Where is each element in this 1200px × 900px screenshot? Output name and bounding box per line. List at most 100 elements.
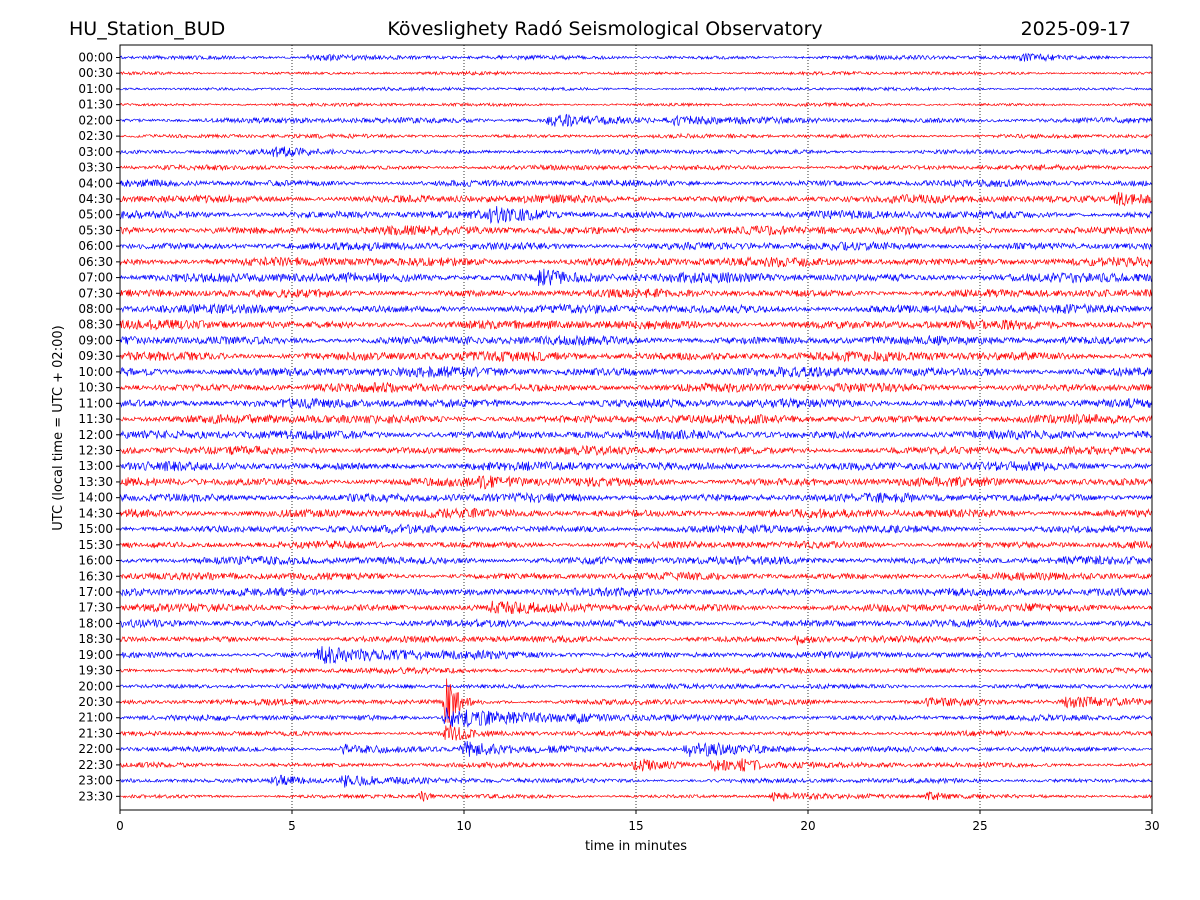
trace-row-2030 (119, 678, 1153, 723)
x-tick-label: 10 (456, 819, 471, 833)
trace-row-1030 (119, 381, 1153, 394)
x-axis-label: time in minutes (585, 839, 687, 854)
y-tick-label: 11:00 (78, 396, 113, 410)
trace-row-0700 (119, 268, 1153, 287)
trace-row-1830 (119, 634, 1153, 646)
y-tick-label: 20:30 (78, 695, 113, 709)
y-tick-label: 16:00 (78, 554, 113, 568)
trace-row-1700 (119, 586, 1153, 598)
y-tick-label: 14:30 (78, 506, 113, 520)
y-tick-label: 09:30 (78, 349, 113, 363)
trace-row-0030 (119, 70, 1153, 77)
trace-row-1200 (119, 428, 1153, 441)
y-tick-label: 00:30 (78, 66, 113, 80)
y-tick-label: 23:30 (78, 789, 113, 803)
y-tick-label: 18:30 (78, 632, 113, 646)
y-tick-label: 15:00 (78, 522, 113, 536)
y-tick-label: 04:00 (78, 176, 113, 190)
trace-row-2300 (119, 774, 1153, 788)
trace-row-0230 (119, 132, 1153, 140)
trace-row-0200 (119, 113, 1153, 128)
station-name: HU_Station_BUD (69, 18, 225, 40)
chart-date: 2025-09-17 (1021, 18, 1131, 40)
trace-row-0000 (119, 52, 1153, 63)
trace-row-1300 (119, 460, 1153, 472)
y-tick-label: 05:30 (78, 223, 113, 237)
trace-row-1130 (119, 413, 1153, 426)
x-tick-label: 0 (116, 819, 124, 833)
trace-row-1930 (119, 666, 1153, 675)
trace-row-2100 (119, 707, 1153, 728)
trace-row-0600 (119, 240, 1153, 252)
trace-row-0900 (119, 334, 1153, 347)
trace-row-2130 (119, 724, 1153, 741)
trace-row-0630 (119, 256, 1153, 268)
trace-row-0400 (119, 178, 1153, 188)
y-tick-label: 10:30 (78, 381, 113, 395)
y-tick-label: 08:30 (78, 318, 113, 332)
y-tick-label: 04:30 (78, 192, 113, 206)
y-tick-label: 07:30 (78, 286, 113, 300)
y-tick-label: 05:00 (78, 208, 113, 222)
trace-row-1500 (119, 523, 1152, 535)
trace-row-0330 (119, 163, 1153, 172)
trace-row-1530 (119, 540, 1153, 550)
trace-row-1330 (119, 475, 1153, 490)
y-tick-label: 13:00 (78, 459, 113, 473)
trace-row-1900 (119, 646, 1153, 664)
trace-row-0300 (119, 146, 1153, 158)
x-tick-label: 15 (628, 819, 643, 833)
y-tick-label: 02:30 (78, 129, 113, 143)
trace-rows (119, 52, 1153, 802)
trace-row-1100 (119, 397, 1153, 410)
y-tick-label: 00:00 (78, 51, 113, 65)
trace-row-0830 (119, 319, 1153, 331)
trace-row-0100 (119, 85, 1153, 92)
y-tick-label: 12:30 (78, 444, 113, 458)
trace-row-1000 (119, 365, 1153, 379)
y-tick-label: 19:30 (78, 664, 113, 678)
y-tick-label: 21:00 (78, 711, 113, 725)
y-tick-label: 12:00 (78, 428, 113, 442)
trace-row-0930 (119, 350, 1153, 363)
y-tick-label: 17:30 (78, 601, 113, 615)
trace-row-1230 (119, 444, 1153, 456)
y-tick-label: 16:30 (78, 569, 113, 583)
grid-lines (291, 45, 981, 810)
y-tick-label: 06:30 (78, 255, 113, 269)
trace-row-0430 (119, 191, 1153, 207)
y-tick-label: 09:00 (78, 333, 113, 347)
trace-row-1630 (119, 571, 1153, 582)
y-tick-label: 06:00 (78, 239, 113, 253)
y-tick-label: 03:00 (78, 145, 113, 159)
trace-row-0500 (119, 205, 1153, 225)
trace-row-0730 (119, 288, 1153, 299)
trace-row-1800 (119, 618, 1153, 629)
trace-row-2200 (119, 740, 1153, 758)
trace-row-0530 (119, 224, 1153, 236)
trace-row-2230 (119, 758, 1153, 772)
y-tick-label: 17:00 (78, 585, 113, 599)
y-tick-label: 15:30 (78, 538, 113, 552)
trace-row-0800 (119, 302, 1153, 315)
trace-row-1600 (119, 554, 1153, 566)
y-tick-label: 21:30 (78, 726, 113, 740)
trace-row-1730 (119, 600, 1153, 615)
y-tick-label: 01:00 (78, 82, 113, 96)
y-tick-label: 22:00 (78, 742, 113, 756)
y-tick-label: 13:30 (78, 475, 113, 489)
x-tick-label: 25 (972, 819, 987, 833)
y-tick-label: 20:00 (78, 679, 113, 693)
trace-row-2000 (119, 682, 1153, 690)
y-tick-label: 10:00 (78, 365, 113, 379)
y-tick-label: 19:00 (78, 648, 113, 662)
y-tick-label: 01:30 (78, 98, 113, 112)
y-tick-label: 23:00 (78, 774, 113, 788)
chart-title: Köveslighety Radó Seismological Observat… (387, 18, 822, 40)
y-tick-label: 14:00 (78, 491, 113, 505)
y-tick-label: 18:00 (78, 616, 113, 630)
y-tick-label: 07:00 (78, 271, 113, 285)
x-tick-label: 5 (288, 819, 296, 833)
trace-row-1430 (119, 507, 1153, 519)
